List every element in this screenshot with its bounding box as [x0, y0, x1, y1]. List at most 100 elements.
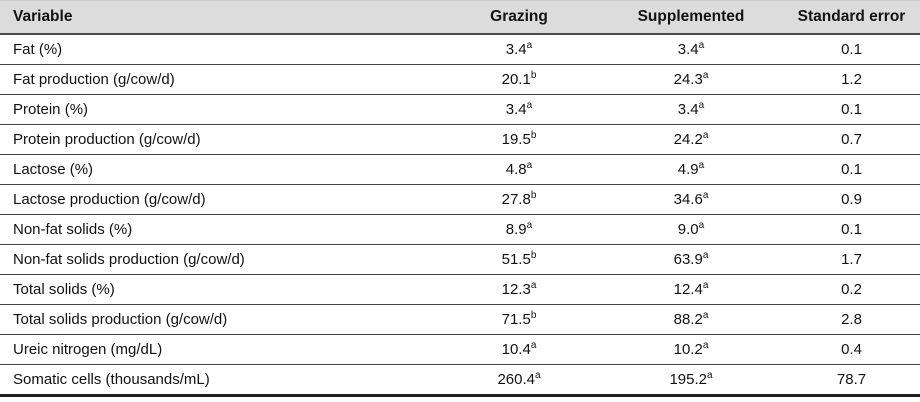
cell-value: 24.3	[673, 71, 703, 88]
grazing-cell: 12.3a	[433, 274, 605, 305]
variable-cell: Total solids (%)	[0, 274, 433, 305]
grazing-cell: 8.9a	[433, 214, 605, 245]
table-body: Fat (%) 3.4a 3.4a 0.1 Fat production (g/cow/…	[0, 34, 920, 397]
significance-superscript: a	[702, 340, 709, 351]
grazing-cell: 71.5b	[433, 304, 605, 335]
significance-superscript: b	[530, 130, 537, 141]
grazing-cell: 10.4a	[433, 334, 605, 365]
significance-superscript: a	[702, 310, 709, 321]
supplemented-cell: 12.4a	[605, 274, 777, 305]
standard-error-cell: 0.2	[777, 274, 920, 305]
variable-cell: Lactose production (g/cow/d)	[0, 184, 433, 215]
table-row: Non-fat solids production (g/cow/d) 51.5b…	[0, 244, 920, 275]
cell-value: 8.9	[505, 221, 527, 238]
grazing-cell: 3.4a	[433, 34, 605, 65]
standard-error-cell: 1.7	[777, 244, 920, 275]
significance-superscript: b	[530, 190, 537, 201]
table-row: Ureic nitrogen (mg/dL) 10.4a 10.2a 0.4	[0, 334, 920, 365]
cell-value: 3.4	[505, 101, 527, 118]
variable-cell: Fat (%)	[0, 34, 433, 65]
standard-error-cell: 0.4	[777, 334, 920, 365]
supplemented-cell: 63.9a	[605, 244, 777, 275]
column-header-variable: Variable	[0, 0, 433, 35]
cell-value: 24.2	[673, 131, 703, 148]
variable-cell: Ureic nitrogen (mg/dL)	[0, 334, 433, 365]
grazing-cell: 3.4a	[433, 94, 605, 125]
supplemented-cell: 9.0a	[605, 214, 777, 245]
supplemented-cell: 4.9a	[605, 154, 777, 185]
table-row: Total solids production (g/cow/d) 71.5b 88…	[0, 304, 920, 335]
header-row: Variable Grazing Supplemented Standard e…	[0, 0, 920, 35]
grazing-cell: 260.4a	[433, 364, 605, 397]
table-row: Lactose (%) 4.8a 4.9a 0.1	[0, 154, 920, 185]
significance-superscript: a	[534, 370, 541, 381]
column-header-grazing: Grazing	[433, 0, 605, 35]
significance-superscript: a	[526, 220, 533, 231]
variable-cell: Non-fat solids production (g/cow/d)	[0, 244, 433, 275]
grazing-cell: 20.1b	[433, 64, 605, 95]
significance-superscript: a	[526, 160, 533, 171]
cell-value: 71.5	[501, 311, 531, 328]
significance-superscript: a	[702, 280, 709, 291]
cell-value: 10.2	[673, 341, 703, 358]
variable-cell: Lactose (%)	[0, 154, 433, 185]
table-header: Variable Grazing Supplemented Standard e…	[0, 0, 920, 35]
significance-superscript: a	[698, 220, 705, 231]
significance-superscript: a	[530, 340, 537, 351]
standard-error-cell: 0.1	[777, 154, 920, 185]
supplemented-cell: 24.2a	[605, 124, 777, 155]
cell-value: 4.8	[505, 161, 527, 178]
significance-superscript: a	[698, 100, 705, 111]
variable-cell: Somatic cells (thousands/mL)	[0, 364, 433, 397]
grazing-cell: 4.8a	[433, 154, 605, 185]
cell-value: 51.5	[501, 251, 531, 268]
column-header-supplemented: Supplemented	[605, 0, 777, 35]
table-row: Protein production (g/cow/d) 19.5b 24.2a 0.…	[0, 124, 920, 155]
cell-value: 34.6	[673, 191, 703, 208]
table-row: Non-fat solids (%) 8.9a 9.0a 0.1	[0, 214, 920, 245]
cell-value: 195.2	[669, 371, 707, 388]
variable-cell: Total solids production (g/cow/d)	[0, 304, 433, 335]
cell-value: 12.3	[501, 281, 531, 298]
supplemented-cell: 3.4a	[605, 94, 777, 125]
cell-value: 63.9	[673, 251, 703, 268]
standard-error-cell: 0.7	[777, 124, 920, 155]
significance-superscript: a	[526, 40, 533, 51]
standard-error-cell: 1.2	[777, 64, 920, 95]
cell-value: 4.9	[677, 161, 699, 178]
cell-value: 10.4	[501, 341, 531, 358]
variable-cell: Non-fat solids (%)	[0, 214, 433, 245]
cell-value: 27.8	[501, 191, 531, 208]
supplemented-cell: 34.6a	[605, 184, 777, 215]
grazing-cell: 19.5b	[433, 124, 605, 155]
significance-superscript: a	[702, 130, 709, 141]
grazing-cell: 27.8b	[433, 184, 605, 215]
cell-value: 12.4	[673, 281, 703, 298]
significance-superscript: a	[698, 40, 705, 51]
cell-value: 3.4	[677, 41, 699, 58]
table-row: Lactose production (g/cow/d) 27.8b 34.6a 0.…	[0, 184, 920, 215]
table-row: Fat production (g/cow/d) 20.1b 24.3a 1.2	[0, 64, 920, 95]
cell-value: 3.4	[677, 101, 699, 118]
table-row: Fat (%) 3.4a 3.4a 0.1	[0, 34, 920, 65]
supplemented-cell: 24.3a	[605, 64, 777, 95]
table-row: Somatic cells (thousands/mL) 260.4a 195.2 a…	[0, 364, 920, 397]
significance-superscript: a	[702, 190, 709, 201]
cell-value: 20.1	[501, 71, 531, 88]
variable-cell: Fat production (g/cow/d)	[0, 64, 433, 95]
significance-superscript: a	[698, 160, 705, 171]
table-row: Total solids (%) 12.3a 12.4a 0.2	[0, 274, 920, 305]
standard-error-cell: 0.1	[777, 214, 920, 245]
supplemented-cell: 88.2a	[605, 304, 777, 335]
table-row: Protein (%) 3.4a 3.4a 0.1	[0, 94, 920, 125]
cell-value: 3.4	[505, 41, 527, 58]
variable-cell: Protein (%)	[0, 94, 433, 125]
cell-value: 88.2	[673, 311, 703, 328]
significance-superscript: b	[530, 250, 537, 261]
column-header-standard-error: Standard error	[777, 0, 920, 35]
standard-error-cell: 0.1	[777, 34, 920, 65]
significance-superscript: a	[526, 100, 533, 111]
cell-value: 9.0	[677, 221, 699, 238]
